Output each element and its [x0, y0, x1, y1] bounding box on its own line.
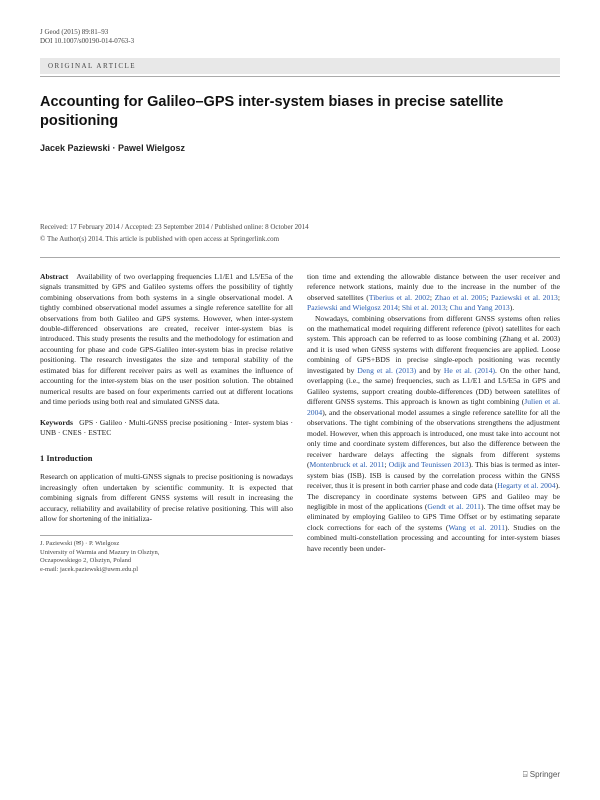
- doi: DOI 10.1007/s00190-014-0763-3: [40, 37, 560, 46]
- citation-link[interactable]: Shi et al. 2013: [402, 303, 446, 312]
- left-column: Abstract Availability of two overlapping…: [40, 272, 293, 575]
- authors: Jacek Paziewski · Pawel Wielgosz: [40, 143, 560, 153]
- affil-authors: J. Paziewski (✉) · P. Wielgosz: [40, 540, 293, 549]
- right-p2: Nowadays, combining observations from di…: [307, 314, 560, 555]
- abstract-label: Abstract: [40, 272, 68, 281]
- citation-link[interactable]: Paziewski et al. 2013: [491, 293, 558, 302]
- divider-thin: [40, 257, 560, 258]
- citation-link[interactable]: Tiberius et al. 2002: [369, 293, 430, 302]
- citation-link[interactable]: Paziewski and Wielgosz 2014: [307, 303, 398, 312]
- affil-address: Oczapowskiego 2, Olsztyn, Poland: [40, 557, 293, 566]
- citation-link[interactable]: He et al. (2014): [444, 366, 495, 375]
- citation-link[interactable]: Montenbruck et al. 2011: [310, 460, 385, 469]
- intro-heading: 1 Introduction: [40, 453, 293, 465]
- citation-link[interactable]: Zhao et al. 2005: [435, 293, 487, 302]
- abstract-paragraph: Abstract Availability of two overlapping…: [40, 272, 293, 408]
- article-type-label: ORIGINAL ARTICLE: [40, 58, 560, 74]
- two-column-body: Abstract Availability of two overlapping…: [40, 272, 560, 575]
- received-line: Received: 17 February 2014 / Accepted: 2…: [40, 223, 560, 233]
- citation-link[interactable]: Odijk and Teunissen 2013: [389, 460, 469, 469]
- citation-link[interactable]: Gendt et al. 2011: [427, 502, 481, 511]
- journal-header: J Geod (2015) 89:81–93 DOI 10.1007/s0019…: [40, 28, 560, 46]
- keywords-paragraph: Keywords GPS · Galileo · Multi-GNSS prec…: [40, 418, 293, 439]
- affil-email: e-mail: jacek.paziewski@uwm.edu.pl: [40, 566, 293, 575]
- intro-paragraph: Research on application of multi-GNSS si…: [40, 472, 293, 524]
- citation-link[interactable]: Wang et al. 2011: [448, 523, 505, 532]
- springer-logo-icon: ⍈: [523, 770, 528, 779]
- citation-link[interactable]: Deng et al. (2013): [357, 366, 416, 375]
- publisher-name: Springer: [530, 770, 560, 779]
- right-p1: tion time and extending the allowable di…: [307, 272, 560, 314]
- keywords-label: Keywords: [40, 418, 73, 427]
- abstract-text: Availability of two overlapping frequenc…: [40, 272, 293, 407]
- citation-link[interactable]: Hegarty et al. 2004: [497, 481, 555, 490]
- affiliation-block: J. Paziewski (✉) · P. Wielgosz Universit…: [40, 535, 293, 575]
- copyright-line: © The Author(s) 2014. This article is pu…: [40, 235, 560, 243]
- citation-link[interactable]: Chu and Yang 2013: [450, 303, 510, 312]
- right-column: tion time and extending the allowable di…: [307, 272, 560, 575]
- divider: [40, 76, 560, 77]
- journal-name: J Geod (2015) 89:81–93: [40, 28, 560, 37]
- publisher-footer: ⍈ Springer: [523, 770, 560, 780]
- affil-university: University of Warmia and Mazury in Olszt…: [40, 549, 293, 558]
- article-title: Accounting for Galileo–GPS inter-system …: [40, 93, 560, 131]
